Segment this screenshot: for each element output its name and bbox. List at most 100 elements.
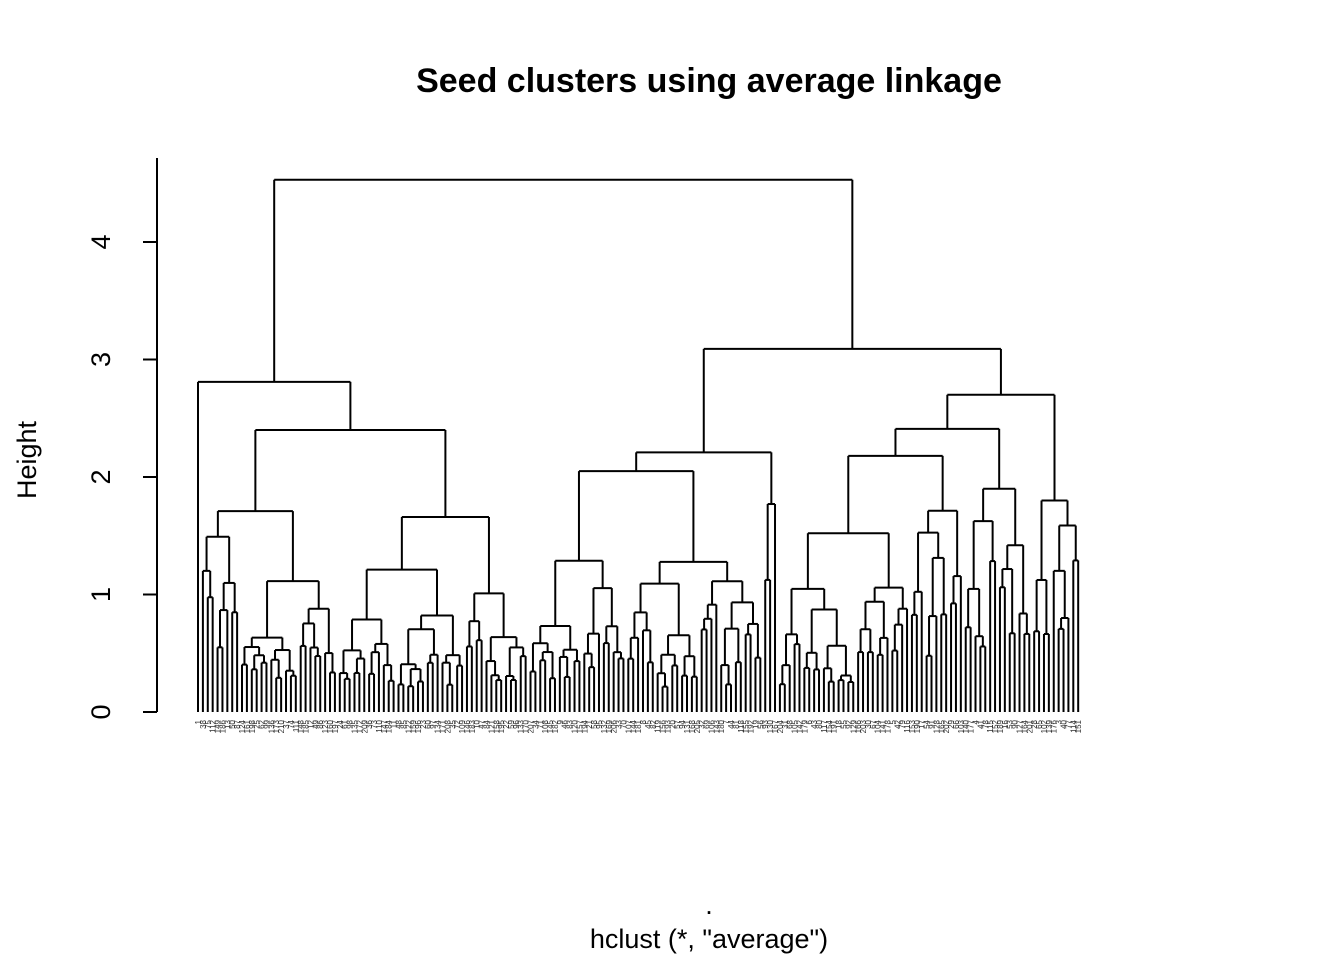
leaf-label: 132 xyxy=(600,719,609,733)
leaf-label: 159 xyxy=(409,719,418,733)
leaf-label: 201 xyxy=(1025,719,1034,733)
leaf-label: 186 xyxy=(218,719,227,733)
leaf-label: 48 xyxy=(394,719,403,728)
leaf-label: 176 xyxy=(1050,719,1059,733)
y-tick-label: 4 xyxy=(86,234,116,249)
leaf-label: 95 xyxy=(595,719,604,728)
leaf-label: 108 xyxy=(541,719,550,733)
leaf-label: 141 xyxy=(879,719,888,733)
leaf-label: 130 xyxy=(766,719,775,733)
leaf-label: 107 xyxy=(624,719,633,733)
y-tick-label: 0 xyxy=(86,704,116,719)
leaf-label: 17 xyxy=(918,719,927,728)
leaf-label: 195 xyxy=(497,719,506,733)
leaf-label: 117 xyxy=(820,719,829,732)
leaf-label: 79 xyxy=(898,719,907,728)
leaf-label: 182 xyxy=(551,719,560,733)
leaf-label: 134 xyxy=(434,719,443,733)
leaf-label: 124 xyxy=(238,719,247,733)
leaf-label: 203 xyxy=(859,719,868,733)
leaf-label: 164 xyxy=(1020,719,1029,733)
leaf-label: 6 xyxy=(805,719,814,724)
leaf-label: 131 xyxy=(683,719,692,733)
dendrogram-tree xyxy=(197,178,1080,712)
leaf-label: 94 xyxy=(678,719,687,728)
leaf-label: 161 xyxy=(243,719,252,733)
leaf-label: 114 xyxy=(1069,719,1078,732)
leaf-label: 40 xyxy=(1060,719,1069,728)
leaf-label: 32 xyxy=(698,719,707,728)
leaf-label: 153 xyxy=(908,719,917,733)
hclust-subtitle: hclust (*, "average") xyxy=(590,924,828,954)
y-axis: 0 1 2 3 4 xyxy=(86,158,158,720)
leaf-label: 173 xyxy=(272,719,281,733)
leaf-label: 119 xyxy=(654,719,663,732)
leaf-label: 9 xyxy=(556,719,565,724)
leaf-label: 160 xyxy=(326,719,335,733)
leaf-label: 180 xyxy=(717,719,726,733)
leaf-label: 3 xyxy=(1055,719,1064,724)
leaf-label: 1 xyxy=(194,719,203,724)
x-axis-label: . xyxy=(705,890,713,920)
leaf-label: 193 xyxy=(663,719,672,733)
leaf-label: 10 xyxy=(473,719,482,728)
leaf-label: 85 xyxy=(399,719,408,728)
leaf-label: 12 xyxy=(306,719,315,728)
leaf-label: 170 xyxy=(522,719,531,733)
leaf-label: 191 xyxy=(830,719,839,733)
leaf-label: 122 xyxy=(404,719,413,733)
leaf-label: 58 xyxy=(590,719,599,728)
leaf-label: 96 xyxy=(512,719,521,728)
leaf-label: 194 xyxy=(580,719,589,733)
leaf-label: 99 xyxy=(262,719,271,728)
y-tick-label: 3 xyxy=(86,352,116,367)
leaf-label: 210 xyxy=(277,719,286,733)
leaf-label: 56 xyxy=(756,719,765,728)
leaf-label: 22 xyxy=(502,719,511,728)
leaf-label: 46 xyxy=(561,719,570,728)
leaf-label: 123 xyxy=(321,719,330,733)
leaf-label: 5 xyxy=(888,719,897,724)
leaf-label: 207 xyxy=(527,719,536,733)
leaf-label: 21 xyxy=(585,719,594,728)
leaf-label: 118 xyxy=(737,719,746,732)
leaf-label: 151 xyxy=(1074,719,1083,733)
leaf-label: 41 xyxy=(976,719,985,728)
leaf-label: 16 xyxy=(1001,719,1010,728)
leaf-label: 139 xyxy=(1045,719,1054,733)
leaf-label: 142 xyxy=(795,719,804,733)
leaf-label: 127 xyxy=(1016,719,1025,733)
leaf-label: 67 xyxy=(869,719,878,728)
leaf-label: 181 xyxy=(634,719,643,733)
leaf-label: 74 xyxy=(287,719,296,728)
leaf-label: 98 xyxy=(346,719,355,728)
leaf-label: 34 xyxy=(531,719,540,728)
leaf-label: 148 xyxy=(297,719,306,733)
leaf-label: 128 xyxy=(932,719,941,733)
leaf-label: 59 xyxy=(507,719,516,728)
leaf-label: 146 xyxy=(463,719,472,733)
leaf-label: 91 xyxy=(927,719,936,728)
leaf-label: 204 xyxy=(776,719,785,733)
leaf-label: 104 xyxy=(874,719,883,733)
leaf-label: 81 xyxy=(732,719,741,728)
leaf-label: 184 xyxy=(385,719,394,733)
leaf-label: 196 xyxy=(414,719,423,733)
leaf-label: 75 xyxy=(204,719,213,728)
leaf-label: 144 xyxy=(629,719,638,733)
leaf-label: 86 xyxy=(316,719,325,728)
leaf-label: 60 xyxy=(424,719,433,728)
leaf-label: 198 xyxy=(248,719,257,733)
leaf-label: 209 xyxy=(360,719,369,733)
leaf-label: 53 xyxy=(1006,719,1015,728)
leaf-label: 133 xyxy=(517,719,526,733)
leaf-label: 154 xyxy=(825,719,834,733)
leaf-label: 7 xyxy=(722,719,731,724)
leaf-label: 20 xyxy=(668,719,677,728)
leaf-label: 185 xyxy=(302,719,311,733)
leaf-label: 43 xyxy=(810,719,819,728)
leaf-label: 120 xyxy=(571,719,580,733)
leaf-label: 87 xyxy=(233,719,242,728)
leaf-label: 129 xyxy=(849,719,858,733)
leaf-label: 61 xyxy=(341,719,350,728)
